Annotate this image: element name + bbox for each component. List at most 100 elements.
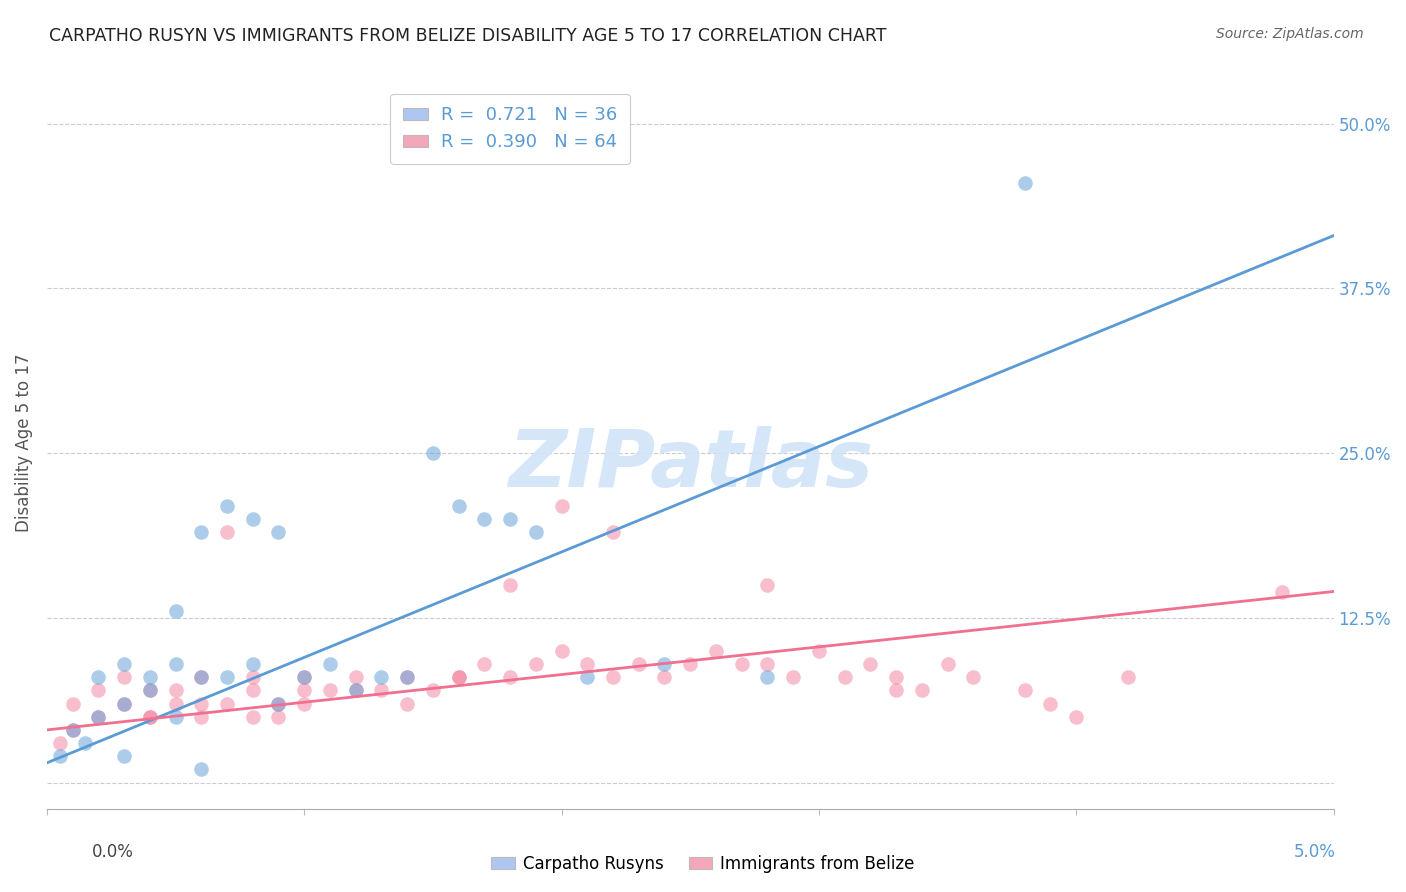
- Point: [396, 697, 419, 711]
- Text: Source: ZipAtlas.com: Source: ZipAtlas.com: [1216, 27, 1364, 41]
- Point: [190, 525, 212, 540]
- Point: [782, 670, 804, 684]
- Point: [756, 578, 779, 592]
- Text: ZIPatlas: ZIPatlas: [508, 426, 873, 504]
- Point: [215, 525, 238, 540]
- Point: [731, 657, 754, 671]
- Point: [524, 525, 547, 540]
- Point: [190, 697, 212, 711]
- Point: [49, 736, 72, 750]
- Point: [112, 697, 135, 711]
- Point: [139, 683, 162, 698]
- Text: CARPATHO RUSYN VS IMMIGRANTS FROM BELIZE DISABILITY AGE 5 TO 17 CORRELATION CHAR: CARPATHO RUSYN VS IMMIGRANTS FROM BELIZE…: [49, 27, 887, 45]
- Point: [1014, 176, 1036, 190]
- Point: [292, 670, 315, 684]
- Y-axis label: Disability Age 5 to 17: Disability Age 5 to 17: [15, 354, 32, 533]
- Legend: R =  0.721   N = 36, R =  0.390   N = 64: R = 0.721 N = 36, R = 0.390 N = 64: [391, 94, 630, 164]
- Point: [936, 657, 959, 671]
- Point: [654, 670, 676, 684]
- Point: [447, 670, 470, 684]
- Point: [242, 670, 264, 684]
- Point: [704, 644, 727, 658]
- Point: [396, 670, 419, 684]
- Point: [190, 763, 212, 777]
- Point: [215, 670, 238, 684]
- Point: [165, 710, 187, 724]
- Point: [242, 683, 264, 698]
- Point: [62, 723, 84, 737]
- Point: [524, 657, 547, 671]
- Point: [242, 710, 264, 724]
- Legend: Carpatho Rusyns, Immigrants from Belize: Carpatho Rusyns, Immigrants from Belize: [485, 848, 921, 880]
- Point: [112, 697, 135, 711]
- Point: [87, 710, 110, 724]
- Point: [139, 710, 162, 724]
- Point: [807, 644, 830, 658]
- Point: [75, 736, 97, 750]
- Point: [422, 683, 444, 698]
- Point: [1014, 683, 1036, 698]
- Point: [344, 670, 367, 684]
- Point: [267, 697, 290, 711]
- Point: [884, 670, 907, 684]
- Point: [911, 683, 934, 698]
- Point: [87, 683, 110, 698]
- Point: [139, 710, 162, 724]
- Point: [292, 670, 315, 684]
- Point: [756, 670, 779, 684]
- Point: [242, 657, 264, 671]
- Point: [190, 670, 212, 684]
- Point: [49, 749, 72, 764]
- Point: [344, 683, 367, 698]
- Point: [447, 670, 470, 684]
- Point: [370, 683, 392, 698]
- Point: [370, 670, 392, 684]
- Point: [859, 657, 882, 671]
- Point: [165, 604, 187, 618]
- Point: [242, 512, 264, 526]
- Point: [1116, 670, 1139, 684]
- Point: [319, 683, 342, 698]
- Text: 5.0%: 5.0%: [1294, 843, 1336, 861]
- Point: [472, 512, 495, 526]
- Point: [447, 499, 470, 513]
- Point: [422, 446, 444, 460]
- Point: [87, 710, 110, 724]
- Point: [139, 670, 162, 684]
- Point: [165, 683, 187, 698]
- Point: [112, 670, 135, 684]
- Point: [292, 697, 315, 711]
- Point: [62, 697, 84, 711]
- Point: [679, 657, 702, 671]
- Point: [756, 657, 779, 671]
- Text: 0.0%: 0.0%: [91, 843, 134, 861]
- Point: [165, 697, 187, 711]
- Point: [344, 683, 367, 698]
- Point: [550, 499, 572, 513]
- Point: [112, 657, 135, 671]
- Point: [1039, 697, 1062, 711]
- Point: [190, 670, 212, 684]
- Point: [112, 749, 135, 764]
- Point: [267, 525, 290, 540]
- Point: [215, 697, 238, 711]
- Point: [576, 657, 599, 671]
- Point: [1271, 584, 1294, 599]
- Point: [215, 499, 238, 513]
- Point: [834, 670, 856, 684]
- Point: [654, 657, 676, 671]
- Point: [190, 710, 212, 724]
- Point: [884, 683, 907, 698]
- Point: [499, 512, 522, 526]
- Point: [550, 644, 572, 658]
- Point: [602, 525, 624, 540]
- Point: [62, 723, 84, 737]
- Point: [576, 670, 599, 684]
- Point: [1064, 710, 1087, 724]
- Point: [627, 657, 650, 671]
- Point: [602, 670, 624, 684]
- Point: [499, 670, 522, 684]
- Point: [319, 657, 342, 671]
- Point: [396, 670, 419, 684]
- Point: [962, 670, 984, 684]
